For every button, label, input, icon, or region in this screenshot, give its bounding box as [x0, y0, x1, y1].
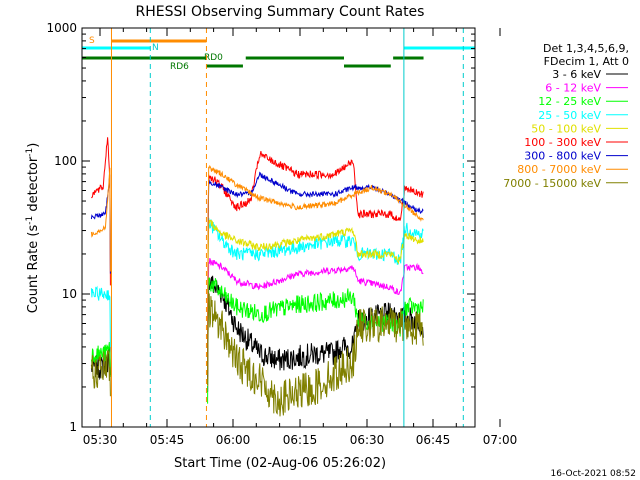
legend-label-2: 12 - 25 keV	[538, 95, 601, 108]
x-tick-label-2: 06:00	[216, 433, 251, 447]
time-markers	[110, 28, 464, 427]
y-tick-label-3: 1000	[46, 21, 77, 35]
series-line-4	[207, 219, 424, 386]
legend-label-4: 50 - 100 keV	[531, 122, 601, 135]
x-axis-label: Start Time (02-Aug-06 05:26:02)	[174, 456, 386, 471]
legend: Det 1,3,4,5,6,9,FDecim 1, Att 03 - 6 keV…	[503, 42, 629, 190]
y-axis-label-end: detector	[26, 156, 41, 216]
y-axis-label-sup: -1	[25, 216, 35, 225]
legend-label-6: 300 - 800 keV	[524, 150, 601, 163]
y-tick-label-0: 1	[69, 420, 77, 434]
flag-label-n: N	[152, 43, 159, 53]
plot-frame	[81, 27, 476, 428]
legend-header-1: FDecim 1, Att 0	[544, 55, 629, 68]
series-line-8	[90, 291, 424, 417]
legend-label-5: 100 - 300 keV	[524, 136, 601, 149]
series-line-5	[91, 137, 424, 380]
x-tick-label-4: 06:30	[350, 433, 385, 447]
chart-title: RHESSI Observing Summary Count Rates	[136, 4, 425, 20]
x-tick-label-6: 07:00	[483, 433, 518, 447]
y-axis-label-main: Count Rate (s	[26, 225, 41, 314]
legend-label-8: 7000 - 15000 keV	[503, 177, 601, 190]
y-tick-label-2: 100	[54, 154, 77, 168]
x-tick-label-5: 06:45	[416, 433, 451, 447]
series-line-1	[207, 258, 424, 392]
series-line-2	[90, 277, 424, 404]
timestamp: 16-Oct-2021 08:52	[551, 469, 636, 479]
x-tick-label-1: 05:45	[150, 433, 185, 447]
x-tick-label-3: 06:15	[283, 433, 318, 447]
plot-data	[90, 137, 424, 417]
legend-label-3: 25 - 50 keV	[538, 109, 601, 122]
flag-label-rd6: RD6	[170, 62, 189, 72]
legend-header-0: Det 1,3,4,5,6,9,	[543, 42, 629, 55]
flag-bars: S N RD0 RD6	[82, 36, 475, 72]
y-axis-label-close: )	[26, 143, 41, 148]
axes: 1 10 100 1000 05:30 05:45 06:00 06:15 06:30 06:45…	[46, 21, 517, 447]
series-line-7	[90, 164, 424, 376]
legend-label-1: 6 - 12 keV	[545, 82, 601, 95]
series-line-3	[90, 217, 424, 384]
y-axis-label-sup2: -1	[25, 148, 35, 157]
legend-label-7: 800 - 7000 keV	[517, 163, 601, 176]
flag-label-s: S	[89, 36, 95, 46]
x-tick-label-0: 05:30	[83, 433, 118, 447]
flag-label-rd0: RD0	[204, 53, 223, 63]
legend-label-0: 3 - 6 keV	[552, 68, 601, 81]
y-axis-label: Count Rate (s-1 detector-1)	[25, 143, 41, 314]
y-tick-label-1: 10	[62, 287, 77, 301]
